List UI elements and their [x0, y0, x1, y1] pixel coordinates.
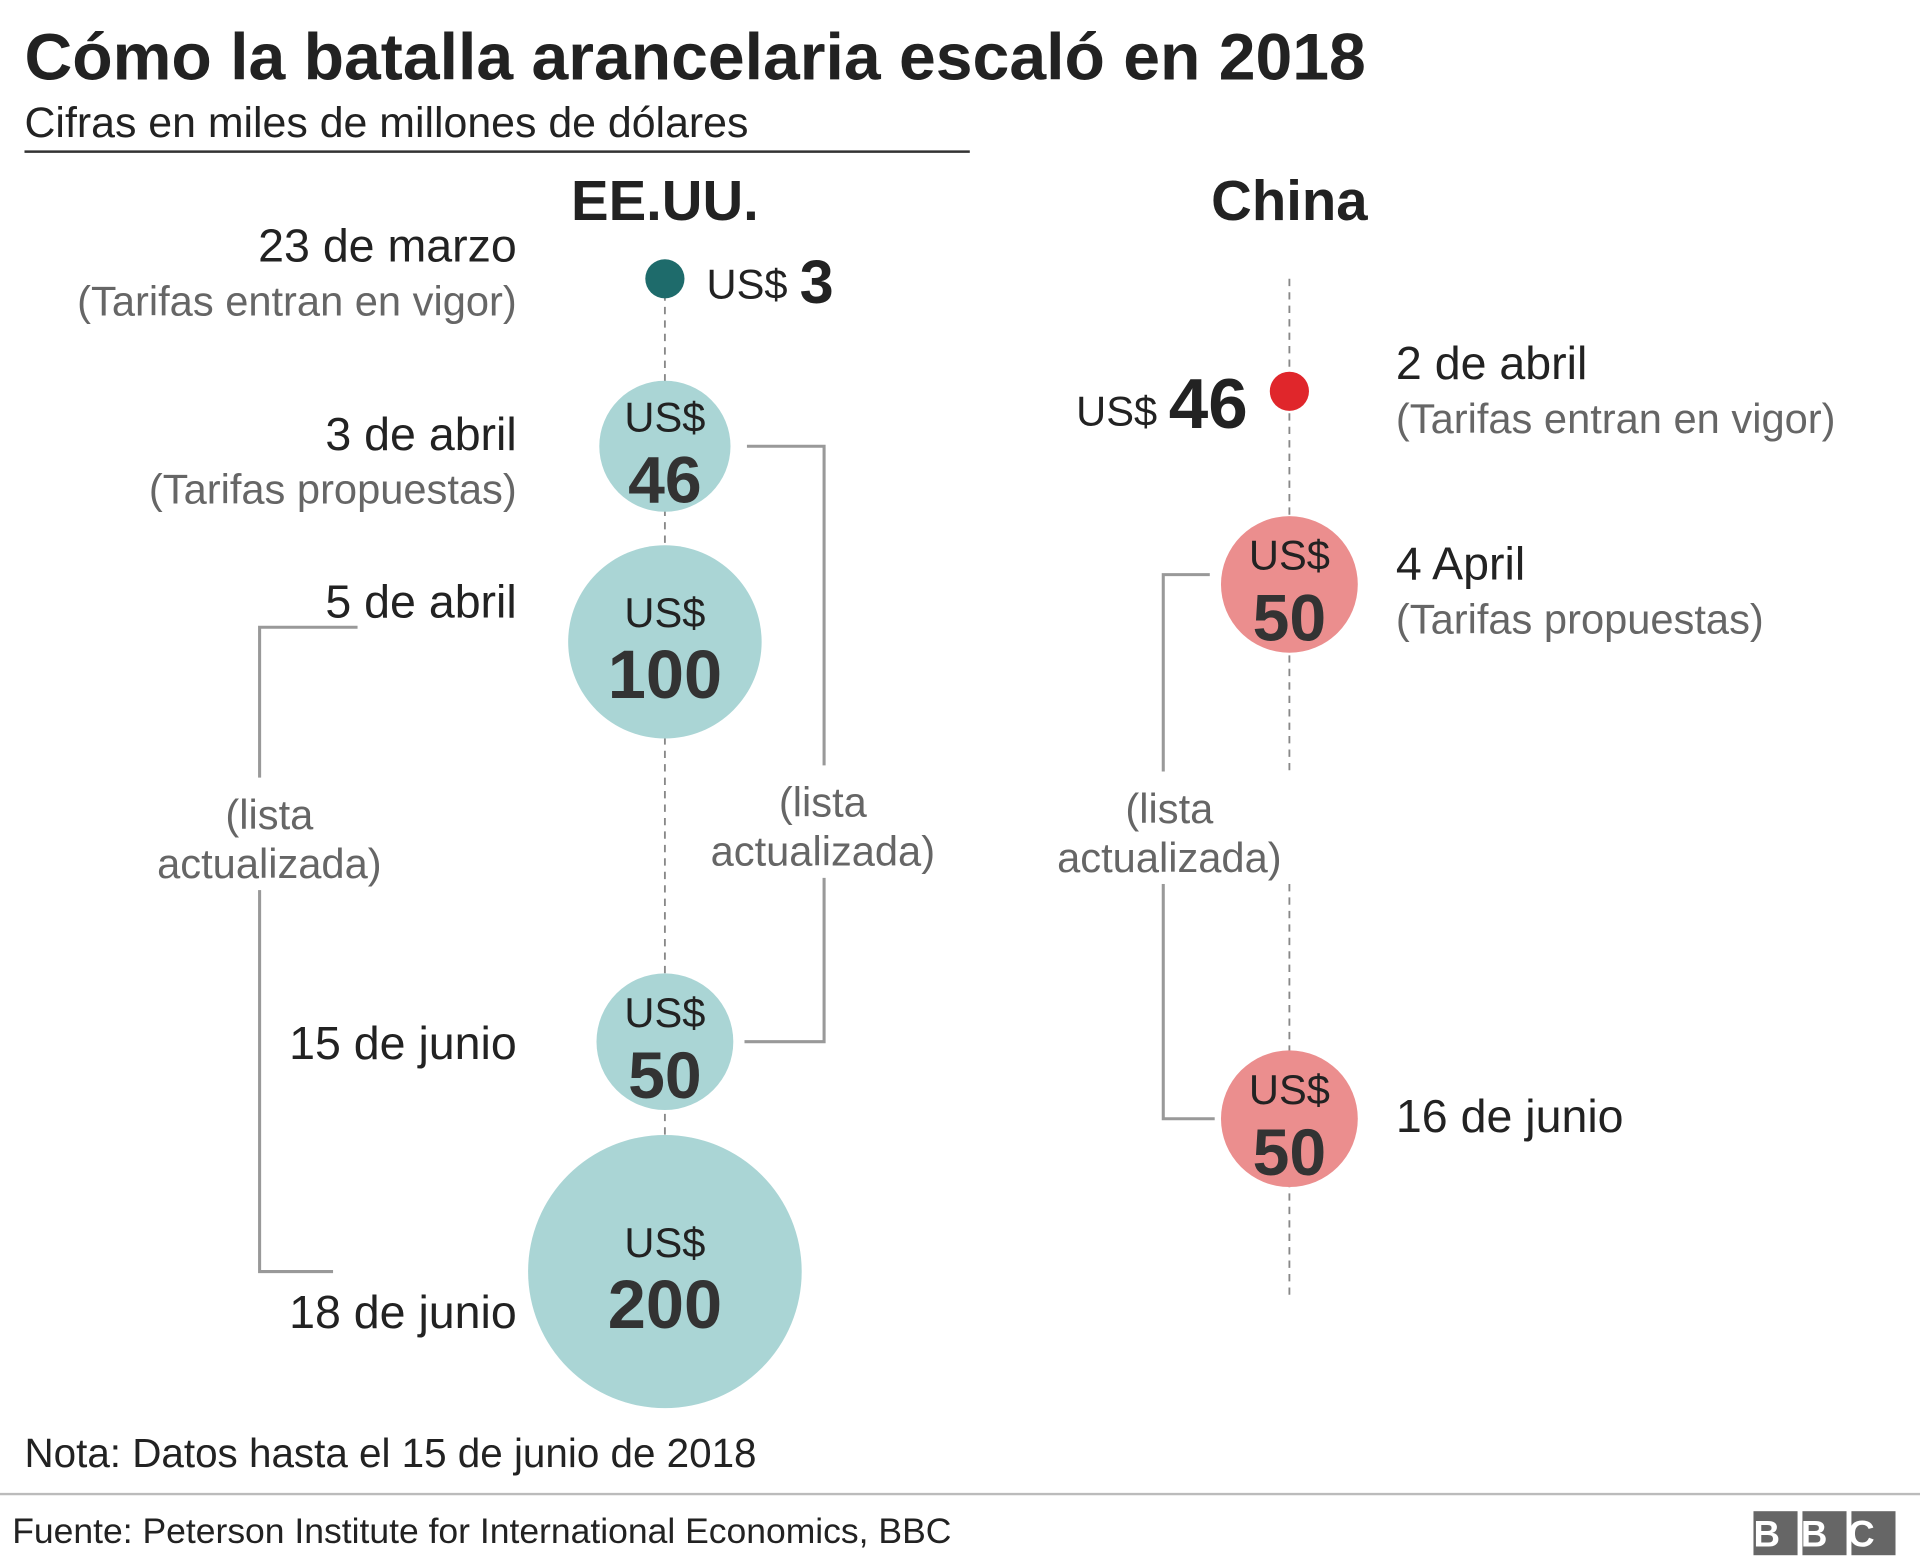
- date-label: 5 de abril: [325, 575, 516, 627]
- note-label: (Tarifas propuestas): [149, 466, 517, 513]
- dot: [1269, 371, 1309, 411]
- date-label: 18 de junio: [289, 1286, 517, 1338]
- series-name: China: [1211, 169, 1368, 232]
- value-label: 3: [800, 248, 834, 316]
- date-label: 23 de marzo: [258, 220, 517, 272]
- logo-text: BBC: [1753, 1514, 1895, 1555]
- note: Nota: Datos hasta el 15 de junio de 2018: [24, 1430, 756, 1476]
- dot: [645, 259, 685, 299]
- annotation: (lista: [1125, 785, 1214, 832]
- bracket: [258, 625, 358, 1274]
- value-label: 46: [628, 444, 702, 518]
- note-label: (Tarifas entran en vigor): [77, 277, 517, 324]
- currency: US$: [1249, 532, 1330, 579]
- annotation: actualizada): [1057, 834, 1281, 881]
- currency: US$: [624, 394, 705, 441]
- annotation: (lista: [779, 779, 868, 826]
- value-label: 100: [608, 636, 722, 713]
- value-label: 50: [628, 1039, 702, 1113]
- note-label: (Tarifas propuestas): [1396, 595, 1764, 642]
- value-label: 50: [1253, 1116, 1327, 1190]
- series-name: EE.UU.: [571, 169, 759, 232]
- chart-subtitle: Cifras en miles de millones de dólares: [24, 99, 748, 147]
- currency: US$: [707, 260, 788, 307]
- annotation: actualizada): [157, 840, 381, 887]
- bracket-gap: [694, 765, 952, 878]
- annotation: actualizada): [711, 828, 935, 875]
- date-label: 2 de abril: [1396, 337, 1587, 389]
- currency: US$: [1076, 388, 1157, 435]
- logo: BBC: [1753, 1511, 1896, 1556]
- bubble: [599, 380, 731, 512]
- bubble: [596, 973, 734, 1111]
- chart-title: Cómo la batalla arancelaria escaló en 20…: [24, 21, 1365, 95]
- currency: US$: [624, 589, 705, 636]
- date-label: 15 de junio: [289, 1017, 517, 1069]
- date-label: 16 de junio: [1396, 1090, 1624, 1142]
- bracket-gap: [1040, 771, 1298, 884]
- bubble: [568, 545, 762, 739]
- bubble: [1220, 1050, 1358, 1188]
- logo-box: [1802, 1511, 1847, 1556]
- bubble: [1220, 516, 1358, 653]
- currency: US$: [624, 989, 705, 1036]
- bracket-gap: [140, 777, 398, 891]
- date-label: 3 de abril: [325, 408, 516, 460]
- logo-box: [1753, 1511, 1798, 1556]
- value-label: 200: [608, 1266, 722, 1343]
- value-label: 46: [1169, 365, 1248, 444]
- logo-box: [1851, 1511, 1896, 1556]
- source: Fuente: Peterson Institute for Internati…: [12, 1511, 951, 1551]
- currency: US$: [1249, 1066, 1330, 1113]
- currency: US$: [624, 1219, 705, 1266]
- value-label: 50: [1253, 582, 1327, 656]
- note-label: (Tarifas entran en vigor): [1396, 395, 1836, 442]
- annotation: (lista: [225, 791, 314, 838]
- date-label: 4 April: [1396, 538, 1525, 590]
- bubble: [528, 1134, 802, 1409]
- bracket: [744, 444, 826, 1044]
